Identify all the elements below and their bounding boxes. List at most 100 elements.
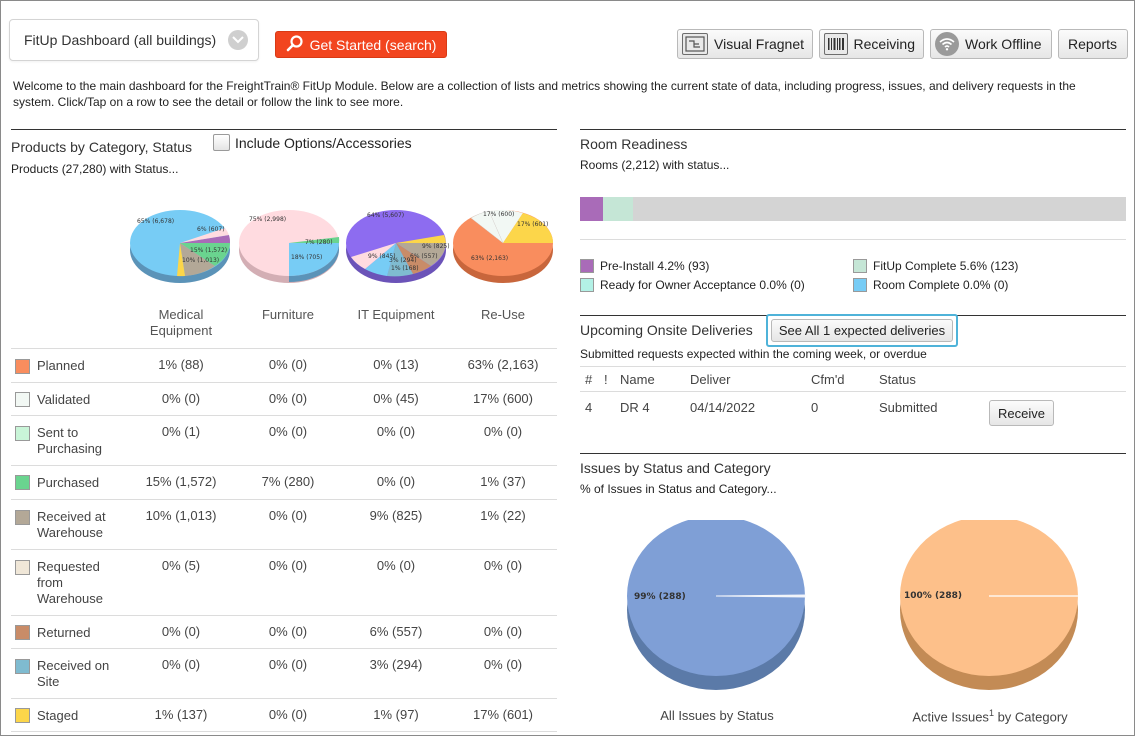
cell: 0% (0) xyxy=(483,624,523,639)
get-started-search-button[interactable]: Get Started (search) xyxy=(275,31,447,58)
reports-button[interactable]: Reports xyxy=(1058,29,1128,59)
table-row[interactable]: Requested from Warehouse 0% (5) 0% (0) 0… xyxy=(11,549,557,615)
legend-item: Pre-Install 4.2% (93) xyxy=(580,259,709,273)
column-header: Status xyxy=(879,372,916,387)
cell: 0% (1) xyxy=(161,424,201,439)
bar-segment-fitup-complete[interactable] xyxy=(602,197,634,221)
room-readiness-bar[interactable] xyxy=(580,197,1126,221)
status-swatch xyxy=(15,510,30,525)
cell: 3% (294) xyxy=(369,657,423,672)
cell: 0% (0) xyxy=(376,558,416,573)
table-row[interactable]: Received on Site 0% (0) 0% (0) 3% (294) … xyxy=(11,648,557,698)
receive-button[interactable]: Receive xyxy=(989,400,1054,426)
cell: DR 4 xyxy=(620,400,650,415)
intro-text: Welcome to the main dashboard for the Fr… xyxy=(13,79,1076,109)
cell: 0% (13) xyxy=(373,357,419,372)
barcode-icon xyxy=(824,33,848,55)
visual-fragnet-button[interactable]: Visual Fragnet xyxy=(677,29,813,59)
legend-item: FitUp Complete 5.6% (123) xyxy=(853,259,1018,273)
cell: 63% (2,163) xyxy=(467,357,539,372)
table-row[interactable]: Returned 0% (0) 0% (0) 6% (557) 0% (0) xyxy=(11,615,557,648)
column-header: Furniture xyxy=(261,307,315,322)
issues-pies: 99% (288) 100% (288) xyxy=(627,520,1078,690)
table-row[interactable]: Planned 1% (88) 0% (0) 0% (13) 63% (2,16… xyxy=(11,348,557,382)
pie-label: 17% (600) xyxy=(483,211,514,218)
cell: 0% (0) xyxy=(268,391,308,406)
row-label: Requested from Warehouse xyxy=(37,559,103,606)
column-header: IT Equipment xyxy=(357,307,435,322)
table-row[interactable]: Received at Warehouse 10% (1,013) 0% (0)… xyxy=(11,499,557,549)
column-header: # xyxy=(585,372,593,387)
include-options-checkbox[interactable] xyxy=(213,134,230,151)
pie-all-issues-by-status[interactable]: 99% (288) xyxy=(627,520,806,690)
pie-label: 17% (601) xyxy=(517,221,548,228)
pie-it-equipment[interactable]: 64% (5,607) 9% (825) 6% (557) 3% (294) 9… xyxy=(346,210,450,283)
legend-item: Ready for Owner Acceptance 0.0% (0) xyxy=(580,278,805,292)
column-header: Medical Equipment xyxy=(149,307,213,338)
delivery-row[interactable]: 4 DR 4 04/14/2022 0 Submitted xyxy=(580,392,1126,432)
pie-label: 100% (288) xyxy=(904,591,962,601)
column-header: ! xyxy=(604,372,608,387)
divider xyxy=(580,453,1126,454)
cell: 0% (0) xyxy=(268,508,308,523)
table-row[interactable]: Validated 0% (0) 0% (0) 0% (45) 17% (600… xyxy=(11,382,557,415)
cell: 7% (280) xyxy=(261,474,315,489)
pie-label: 99% (288) xyxy=(634,592,686,602)
pie-label: 63% (2,163) xyxy=(471,255,508,262)
pie-active-issues-by-category[interactable]: 100% (288) xyxy=(900,520,1078,690)
work-offline-button[interactable]: Work Offline xyxy=(930,29,1052,59)
cell: 1% (97) xyxy=(373,707,419,722)
fragnet-icon xyxy=(682,33,708,55)
pie-re-use[interactable]: 17% (600) 17% (601) 63% (2,163) xyxy=(453,209,553,283)
include-options-toggle[interactable]: Include Options/Accessories xyxy=(213,134,412,151)
cell: 0% (0) xyxy=(268,558,308,573)
chevron-down-icon xyxy=(228,30,248,50)
legend-swatch xyxy=(853,259,867,273)
cell: 0% (0) xyxy=(268,357,308,372)
pie-label: 75% (2,998) xyxy=(249,216,286,223)
status-swatch xyxy=(15,426,30,441)
issues-subtitle: % of Issues in Status and Category... xyxy=(580,482,777,496)
cell: 4 xyxy=(585,400,593,415)
table-row[interactable]: Sent to Purchasing 0% (1) 0% (0) 0% (0) … xyxy=(11,415,557,465)
column-header: Name xyxy=(620,372,655,387)
footnote-marker: 1 xyxy=(988,708,994,718)
status-swatch xyxy=(15,659,30,674)
receiving-button[interactable]: Receiving xyxy=(819,29,924,59)
cell: 0% (0) xyxy=(161,391,201,406)
column-header: Re-Use xyxy=(480,307,526,322)
cell: Submitted xyxy=(879,400,938,415)
cell: 1% (37) xyxy=(480,474,526,489)
see-all-deliveries-button[interactable]: See All 1 expected deliveries xyxy=(771,319,953,342)
cell: 10% (1,013) xyxy=(145,508,217,523)
cell: 0% (5) xyxy=(161,558,201,573)
status-swatch xyxy=(15,392,30,407)
pie-caption: Active Issues1 by Category xyxy=(890,708,1090,724)
cell: 0% (0) xyxy=(483,424,523,439)
cell: 1% (22) xyxy=(480,508,526,523)
pie-label: 7% (280) xyxy=(305,239,333,246)
cell: 9% (825) xyxy=(369,508,423,523)
pie-medical-equipment[interactable]: 65% (6,678) 6% (607) 15% (1,572) 10% (1,… xyxy=(130,210,231,283)
pie-furniture[interactable]: 75% (2,998) 7% (280) 18% (705) xyxy=(239,210,340,283)
search-icon xyxy=(286,34,304,55)
legend-label: Ready for Owner Acceptance 0.0% (0) xyxy=(600,278,805,292)
cell: 0% (0) xyxy=(376,474,416,489)
pie-label: 18% (705) xyxy=(291,254,322,261)
pie-label: 9% (845) xyxy=(368,253,396,260)
dashboard-select[interactable]: FitUp Dashboard (all buildings) xyxy=(9,19,259,61)
table-row[interactable]: Purchased 15% (1,572) 7% (280) 0% (0) 1%… xyxy=(11,465,557,499)
table-row[interactable]: Staged 1% (137) 0% (0) 1% (97) 17% (601) xyxy=(11,698,557,732)
bar-segment-pre-install[interactable] xyxy=(580,197,603,221)
pie-label: 6% (557) xyxy=(410,253,438,260)
pie-label: 15% (1,572) xyxy=(190,247,227,254)
row-label: Staged xyxy=(37,708,79,723)
divider xyxy=(580,391,1126,392)
work-offline-label: Work Offline xyxy=(965,36,1042,52)
cell: 17% (601) xyxy=(473,707,533,722)
pie-label: 64% (5,607) xyxy=(367,212,404,219)
status-swatch xyxy=(15,560,30,575)
legend-swatch xyxy=(580,278,594,292)
row-label: Purchased xyxy=(37,475,100,490)
pie-label: 65% (6,678) xyxy=(137,218,174,225)
